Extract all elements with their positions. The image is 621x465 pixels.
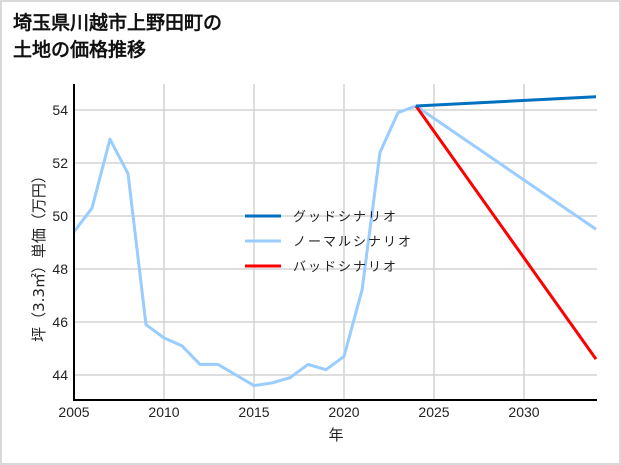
y-tick-label: 54	[52, 102, 68, 118]
x-tick-label: 2025	[418, 404, 449, 420]
y-tick-label: 46	[52, 314, 68, 330]
axes	[73, 84, 597, 401]
chart-title-line2: 土地の価格推移	[13, 39, 147, 61]
chart-title: 埼玉県川越市上野田町の 土地の価格推移	[13, 10, 222, 64]
x-axis-label: 年	[328, 426, 343, 444]
y-tick-label: 44	[52, 367, 68, 383]
x-tick-label: 2005	[58, 404, 89, 420]
series-line	[72, 104, 597, 388]
chart-title-line1: 埼玉県川越市上野田町の	[13, 12, 223, 34]
y-tick-label: 48	[52, 261, 68, 277]
series-line	[414, 105, 598, 360]
x-tick-label: 2015	[238, 404, 269, 420]
data-lines	[72, 95, 598, 388]
y-tick-label: 50	[52, 208, 68, 224]
y-axis-label: 坪（3.3㎡）単価（万円）	[30, 168, 48, 342]
x-tick-label: 2030	[508, 404, 539, 420]
x-tick-label: 2020	[328, 404, 359, 420]
y-tick-label: 52	[52, 155, 68, 171]
tick-labels: 2005 2010 2015 2020 2025 2030 44 46 48 50 52 54	[52, 102, 539, 420]
legend-label: グッドシナリオ	[293, 210, 398, 225]
x-tick-label: 2010	[148, 404, 179, 420]
legend-label: ノーマルシナリオ	[293, 235, 413, 250]
series-line	[415, 95, 597, 108]
legend-label: バッドシナリオ	[293, 260, 398, 275]
